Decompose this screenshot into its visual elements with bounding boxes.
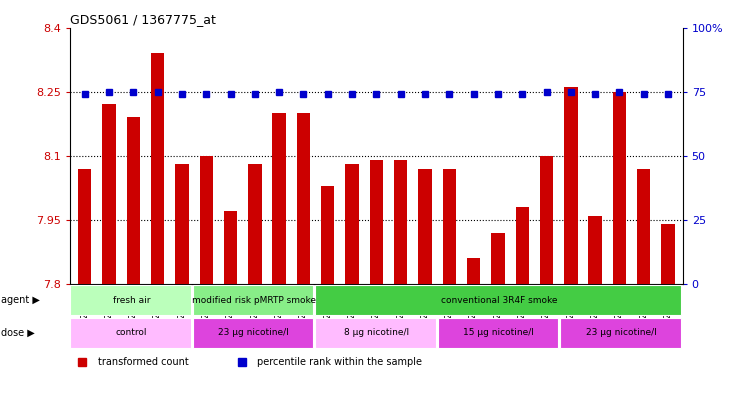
Bar — [394, 160, 407, 284]
Bar — [175, 164, 189, 284]
Bar — [127, 117, 140, 284]
Bar — [272, 113, 286, 284]
Bar — [315, 285, 681, 315]
Bar — [438, 318, 559, 348]
Text: GDS5061 / 1367775_at: GDS5061 / 1367775_at — [70, 13, 216, 26]
Bar — [516, 207, 529, 284]
Text: percentile rank within the sample: percentile rank within the sample — [257, 357, 422, 367]
Bar — [248, 164, 261, 284]
Bar — [560, 318, 681, 348]
Bar — [70, 285, 191, 315]
Text: transformed count: transformed count — [97, 357, 188, 367]
Bar — [297, 113, 310, 284]
Text: 23 μg nicotine/l: 23 μg nicotine/l — [218, 329, 289, 338]
Bar — [418, 169, 432, 284]
Bar — [661, 224, 675, 284]
Text: 23 μg nicotine/l: 23 μg nicotine/l — [586, 329, 657, 338]
Bar — [539, 156, 554, 284]
Text: modified risk pMRTP smoke: modified risk pMRTP smoke — [192, 296, 316, 305]
Text: dose ▶: dose ▶ — [1, 328, 35, 338]
Bar — [193, 285, 314, 315]
Bar — [103, 105, 116, 284]
Bar — [224, 211, 237, 284]
Bar — [637, 169, 650, 284]
Bar — [345, 164, 359, 284]
Text: fresh air: fresh air — [113, 296, 150, 305]
Bar — [78, 169, 92, 284]
Bar — [588, 216, 601, 284]
Bar — [492, 233, 505, 284]
Bar — [193, 318, 314, 348]
Bar — [199, 156, 213, 284]
Text: 8 μg nicotine/l: 8 μg nicotine/l — [344, 329, 409, 338]
Bar — [564, 87, 578, 284]
Bar — [443, 169, 456, 284]
Bar — [467, 258, 480, 284]
Bar — [613, 92, 626, 284]
Text: control: control — [116, 329, 147, 338]
Text: agent ▶: agent ▶ — [1, 295, 41, 305]
Bar — [321, 185, 334, 284]
Bar — [151, 53, 165, 284]
Bar — [370, 160, 383, 284]
Bar — [70, 318, 191, 348]
Text: conventional 3R4F smoke: conventional 3R4F smoke — [441, 296, 557, 305]
Bar — [315, 318, 436, 348]
Text: 15 μg nicotine/l: 15 μg nicotine/l — [463, 329, 534, 338]
